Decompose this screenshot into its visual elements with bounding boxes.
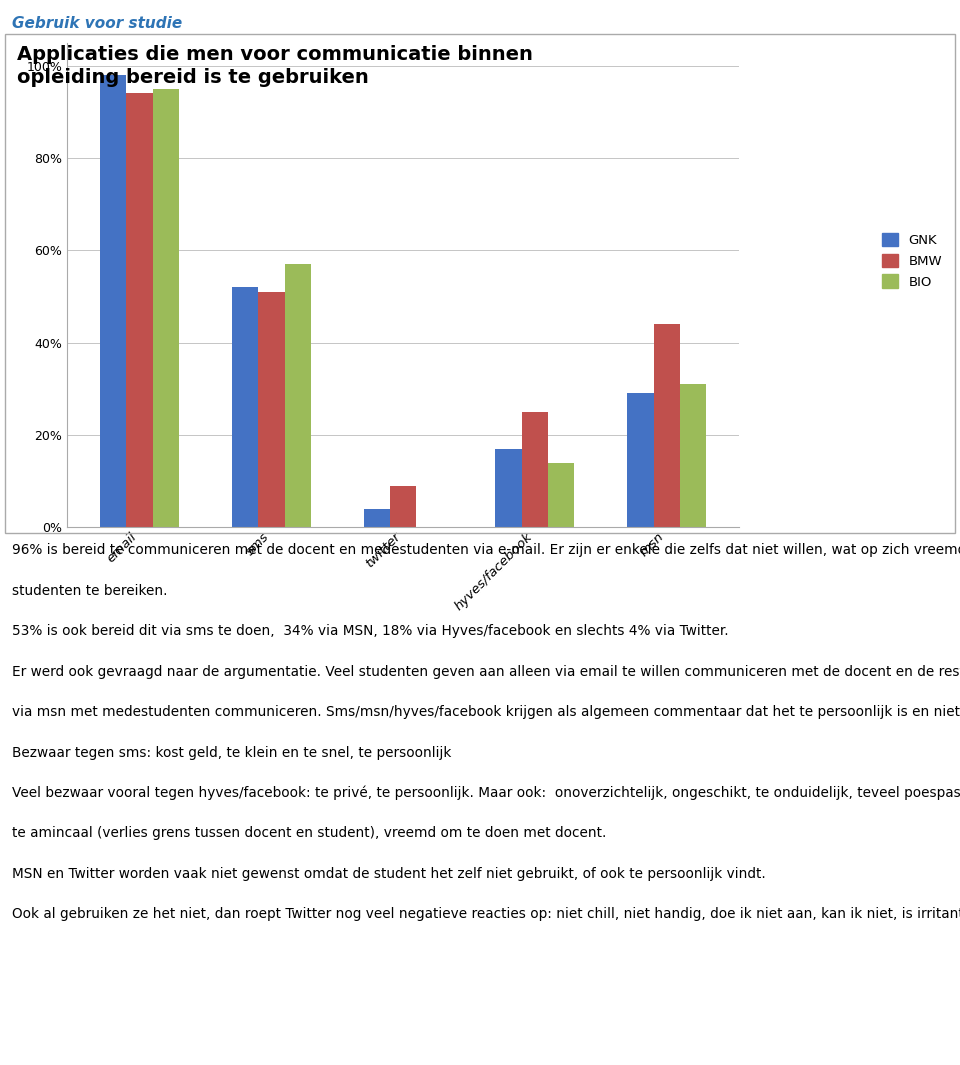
Bar: [153, 88, 180, 527]
Bar: [258, 292, 284, 527]
Legend: GNK, BMW, BIO: GNK, BMW, BIO: [877, 228, 948, 294]
Text: Applicaties die men voor communicatie binnen
opleiding bereid is te gebruiken: Applicaties die men voor communicatie bi…: [17, 45, 533, 87]
Bar: [127, 94, 153, 527]
Bar: [232, 288, 258, 527]
Text: Bezwaar tegen sms: kost geld, te klein en te snel, te persoonlijk: Bezwaar tegen sms: kost geld, te klein e…: [12, 746, 451, 759]
Bar: [364, 509, 390, 527]
Text: studenten te bereiken.: studenten te bereiken.: [12, 584, 167, 597]
Bar: [548, 462, 574, 527]
Text: 96% is bereid te communiceren met de docent en medestudenten via e-mail. Er zijn: 96% is bereid te communiceren met de doc…: [12, 543, 960, 557]
Text: Gebruik voor studie: Gebruik voor studie: [12, 16, 181, 31]
Text: Ook al gebruiken ze het niet, dan roept Twitter nog veel negatieve reacties op: : Ook al gebruiken ze het niet, dan roept …: [12, 907, 960, 921]
Bar: [522, 412, 548, 527]
Bar: [680, 384, 707, 527]
Text: Er werd ook gevraagd naar de argumentatie. Veel studenten geven aan alleen via e: Er werd ook gevraagd naar de argumentati…: [12, 665, 960, 679]
Bar: [284, 264, 311, 527]
Text: Veel bezwaar vooral tegen hyves/facebook: te privé, te persoonlijk. Maar ook:  o: Veel bezwaar vooral tegen hyves/facebook…: [12, 786, 960, 801]
Text: te amincaal (verlies grens tussen docent en student), vreemd om te doen met doce: te amincaal (verlies grens tussen docent…: [12, 826, 606, 840]
Bar: [654, 324, 680, 527]
Bar: [627, 393, 654, 527]
Bar: [390, 486, 417, 527]
Bar: [100, 75, 127, 527]
Text: 53% is ook bereid dit via sms te doen,  34% via MSN, 18% via Hyves/facebook en s: 53% is ook bereid dit via sms te doen, 3…: [12, 624, 728, 638]
Text: MSN en Twitter worden vaak niet gewenst omdat de student het zelf niet gebruikt,: MSN en Twitter worden vaak niet gewenst …: [12, 867, 765, 881]
Bar: [495, 448, 522, 527]
Text: via msn met medestudenten communiceren. Sms/msn/hyves/facebook krijgen als algem: via msn met medestudenten communiceren. …: [12, 705, 960, 719]
